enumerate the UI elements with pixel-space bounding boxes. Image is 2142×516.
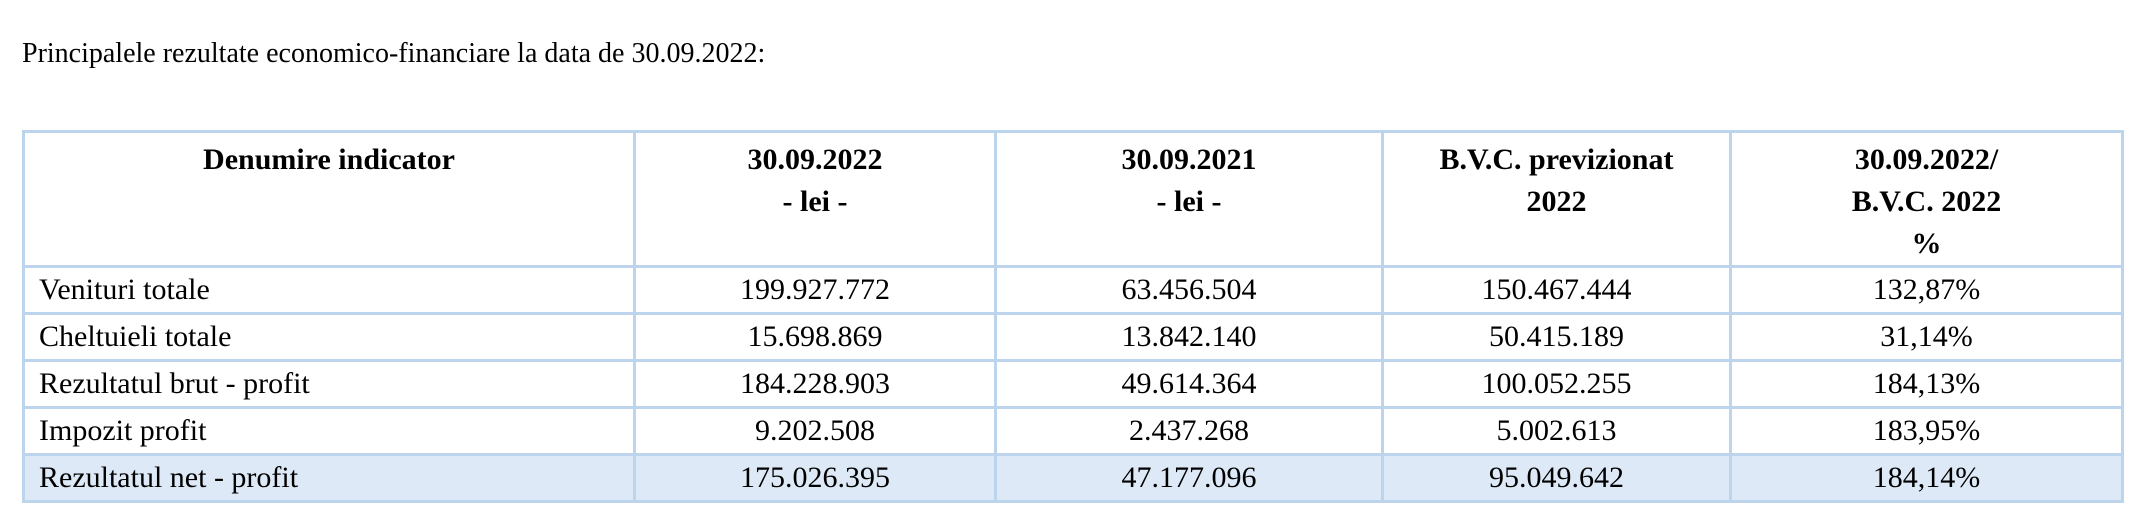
header-2021-line-2: - lei -: [1156, 185, 1222, 218]
results-table: Denumire indicator 30.09.2022 - lei - 30…: [22, 130, 2124, 503]
cell-2022: 184.228.903: [633, 359, 997, 409]
header-percent: 30.09.2022/ B.V.C. 2022 %: [1729, 130, 2124, 268]
header-indicator: Denumire indicator: [22, 130, 636, 268]
row-label: Cheltuieli totale: [22, 312, 636, 362]
cell-2022: 9.202.508: [633, 406, 997, 456]
cell-2022: 175.026.395: [633, 453, 997, 503]
row-label: Venituri totale: [22, 265, 636, 315]
table-row-highlighted: Rezultatul net - profit 175.026.395 47.1…: [22, 453, 2124, 503]
header-2021: 30.09.2021 - lei -: [994, 130, 1384, 268]
table-row: Impozit profit 9.202.508 2.437.268 5.002…: [22, 406, 2124, 456]
header-bvc-line-2: 2022: [1526, 185, 1587, 218]
table-row: Venituri totale 199.927.772 63.456.504 1…: [22, 265, 2124, 315]
cell-bvc: 150.467.444: [1381, 265, 1732, 315]
header-percent-line-1: 30.09.2022/: [1854, 143, 1999, 176]
header-bvc-line-1: B.V.C. previzionat: [1439, 143, 1674, 176]
intro-text: Principalele rezultate economico-financi…: [22, 38, 766, 69]
cell-2021: 2.437.268: [994, 406, 1384, 456]
table-row: Cheltuieli totale 15.698.869 13.842.140 …: [22, 312, 2124, 362]
header-percent-line-2: B.V.C. 2022: [1851, 185, 2002, 218]
header-percent-line-3: %: [1911, 227, 1942, 260]
header-2022-line-2: - lei -: [782, 185, 848, 218]
row-label: Impozit profit: [22, 406, 636, 456]
header-2022: 30.09.2022 - lei -: [633, 130, 997, 268]
cell-2021: 13.842.140: [994, 312, 1384, 362]
header-bvc: B.V.C. previzionat 2022: [1381, 130, 1732, 268]
cell-percent: 184,13%: [1729, 359, 2124, 409]
header-indicator-line-1: Denumire indicator: [203, 143, 455, 176]
cell-2021: 63.456.504: [994, 265, 1384, 315]
table-header-row: Denumire indicator 30.09.2022 - lei - 30…: [22, 130, 2124, 268]
cell-percent: 132,87%: [1729, 265, 2124, 315]
cell-2022: 199.927.772: [633, 265, 997, 315]
cell-percent: 184,14%: [1729, 453, 2124, 503]
header-2021-line-1: 30.09.2021: [1121, 143, 1257, 176]
cell-bvc: 95.049.642: [1381, 453, 1732, 503]
cell-2021: 47.177.096: [994, 453, 1384, 503]
cell-percent: 31,14%: [1729, 312, 2124, 362]
table-row: Rezultatul brut - profit 184.228.903 49.…: [22, 359, 2124, 409]
cell-2022: 15.698.869: [633, 312, 997, 362]
cell-bvc: 50.415.189: [1381, 312, 1732, 362]
cell-percent: 183,95%: [1729, 406, 2124, 456]
header-2022-line-1: 30.09.2022: [747, 143, 883, 176]
cell-bvc: 100.052.255: [1381, 359, 1732, 409]
row-label: Rezultatul net - profit: [22, 453, 636, 503]
cell-2021: 49.614.364: [994, 359, 1384, 409]
cell-bvc: 5.002.613: [1381, 406, 1732, 456]
row-label: Rezultatul brut - profit: [22, 359, 636, 409]
